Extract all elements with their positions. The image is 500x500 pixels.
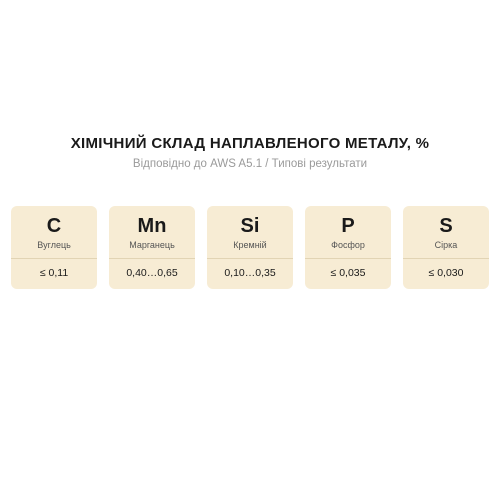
element-name: Вуглець — [15, 240, 93, 250]
element-card: P Фосфор ≤ 0,035 — [305, 206, 391, 289]
element-cards: C Вуглець ≤ 0,11 Mn Марганець 0,40…0,65 … — [0, 206, 500, 289]
element-symbol: Mn — [113, 216, 191, 236]
card-header: P Фосфор — [305, 206, 391, 258]
element-name: Сірка — [407, 240, 485, 250]
element-value: ≤ 0,035 — [305, 259, 391, 289]
section-title: ХІМІЧНИЙ СКЛАД НАПЛАВЛЕНОГО МЕТАЛУ, % — [0, 135, 500, 152]
element-card: Mn Марганець 0,40…0,65 — [109, 206, 195, 289]
element-card: S Сірка ≤ 0,030 — [403, 206, 489, 289]
element-card: Si Кремній 0,10…0,35 — [207, 206, 293, 289]
element-card: C Вуглець ≤ 0,11 — [11, 206, 97, 289]
card-header: Si Кремній — [207, 206, 293, 258]
element-symbol: Si — [211, 216, 289, 236]
section-subtitle: Відповідно до AWS A5.1 / Типові результа… — [0, 158, 500, 170]
element-name: Фосфор — [309, 240, 387, 250]
card-header: Mn Марганець — [109, 206, 195, 258]
element-symbol: P — [309, 216, 387, 236]
element-value: 0,10…0,35 — [207, 259, 293, 289]
composition-section: ХІМІЧНИЙ СКЛАД НАПЛАВЛЕНОГО МЕТАЛУ, % Ві… — [0, 135, 500, 289]
card-header: S Сірка — [403, 206, 489, 258]
element-value: ≤ 0,11 — [11, 259, 97, 289]
element-symbol: S — [407, 216, 485, 236]
element-symbol: C — [15, 216, 93, 236]
card-header: C Вуглець — [11, 206, 97, 258]
element-name: Марганець — [113, 240, 191, 250]
element-name: Кремній — [211, 240, 289, 250]
element-value: 0,40…0,65 — [109, 259, 195, 289]
element-value: ≤ 0,030 — [403, 259, 489, 289]
